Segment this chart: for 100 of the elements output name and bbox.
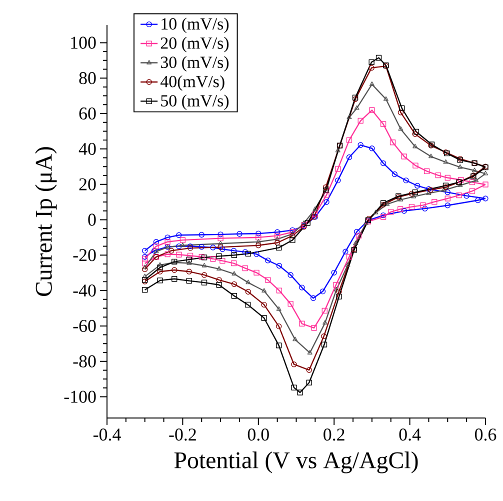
point	[210, 256, 216, 262]
point	[265, 277, 271, 283]
point	[231, 281, 238, 288]
point	[304, 220, 310, 226]
point	[153, 243, 160, 250]
point	[444, 196, 450, 202]
point	[312, 212, 318, 218]
point	[311, 325, 317, 331]
point	[408, 190, 415, 197]
point	[176, 252, 182, 258]
point	[353, 240, 358, 246]
point	[245, 288, 252, 295]
point	[186, 260, 192, 265]
point	[230, 248, 237, 254]
point	[380, 160, 386, 166]
point	[435, 172, 442, 178]
point	[412, 162, 418, 168]
point	[245, 250, 252, 257]
point	[164, 251, 170, 258]
point	[458, 182, 463, 187]
point	[422, 206, 428, 212]
point	[320, 288, 326, 294]
point	[398, 196, 404, 202]
point	[291, 362, 297, 368]
point	[256, 242, 262, 248]
point	[232, 271, 237, 276]
x-tick-label: -0.2	[169, 428, 196, 441]
point	[202, 262, 207, 268]
point	[220, 258, 226, 264]
x-tick-label: 0.6	[474, 428, 496, 441]
point	[276, 262, 282, 269]
point	[216, 266, 222, 271]
point	[472, 168, 478, 172]
point	[443, 159, 448, 164]
point	[401, 208, 407, 214]
point	[157, 264, 163, 270]
point	[198, 232, 204, 238]
point	[424, 168, 430, 174]
point	[254, 270, 260, 276]
point	[324, 192, 330, 198]
point	[469, 188, 476, 194]
legend-label: 50 (mV/s)	[161, 94, 229, 110]
point	[201, 280, 208, 286]
point	[441, 188, 446, 192]
point	[380, 121, 386, 127]
point	[383, 96, 388, 101]
y-tick-label: -100	[64, 390, 96, 403]
point	[369, 107, 375, 113]
point	[335, 166, 341, 172]
point	[172, 267, 178, 273]
point	[254, 251, 260, 257]
point	[201, 272, 208, 278]
point	[151, 248, 158, 254]
y-axis-title: Current Ip (μA)	[35, 147, 57, 296]
point	[398, 126, 404, 131]
point	[345, 262, 350, 267]
point	[388, 209, 394, 215]
point	[482, 170, 488, 176]
point	[398, 110, 404, 116]
point	[335, 148, 340, 152]
point	[321, 333, 327, 340]
point	[176, 232, 182, 238]
point	[307, 350, 312, 354]
point	[186, 278, 192, 284]
y-tick-label: -20	[73, 249, 96, 262]
point	[444, 174, 450, 181]
point	[346, 254, 352, 260]
point	[242, 249, 248, 255]
point	[354, 228, 360, 235]
legend-label: 40(mV/s)	[160, 75, 224, 91]
y-tick-label: 40	[78, 142, 96, 155]
point	[401, 154, 407, 160]
x-tick-label: -0.4	[93, 428, 121, 441]
point	[276, 288, 282, 294]
point	[157, 278, 163, 284]
point	[216, 277, 222, 283]
point	[306, 380, 312, 386]
y-tick-label: 20	[79, 178, 96, 190]
point	[157, 262, 162, 267]
point	[363, 220, 368, 225]
point	[265, 258, 271, 264]
point	[444, 202, 450, 208]
point	[299, 284, 305, 290]
x-tick-label: 0.2	[324, 428, 344, 441]
point	[384, 201, 390, 206]
point	[198, 254, 204, 260]
legend-label: 10 (mV/s)	[162, 18, 229, 34]
y-tick-label: -80	[73, 355, 96, 368]
point	[369, 146, 375, 152]
point	[256, 234, 262, 240]
point	[244, 302, 251, 308]
point	[291, 384, 297, 390]
point	[458, 177, 464, 183]
y-tick-label: -60	[73, 320, 96, 332]
point	[336, 288, 342, 294]
point	[142, 260, 148, 266]
y-tick-label: 80	[79, 72, 96, 84]
point	[310, 295, 316, 301]
point	[408, 204, 415, 210]
x-tick-label: 0.4	[399, 428, 421, 441]
